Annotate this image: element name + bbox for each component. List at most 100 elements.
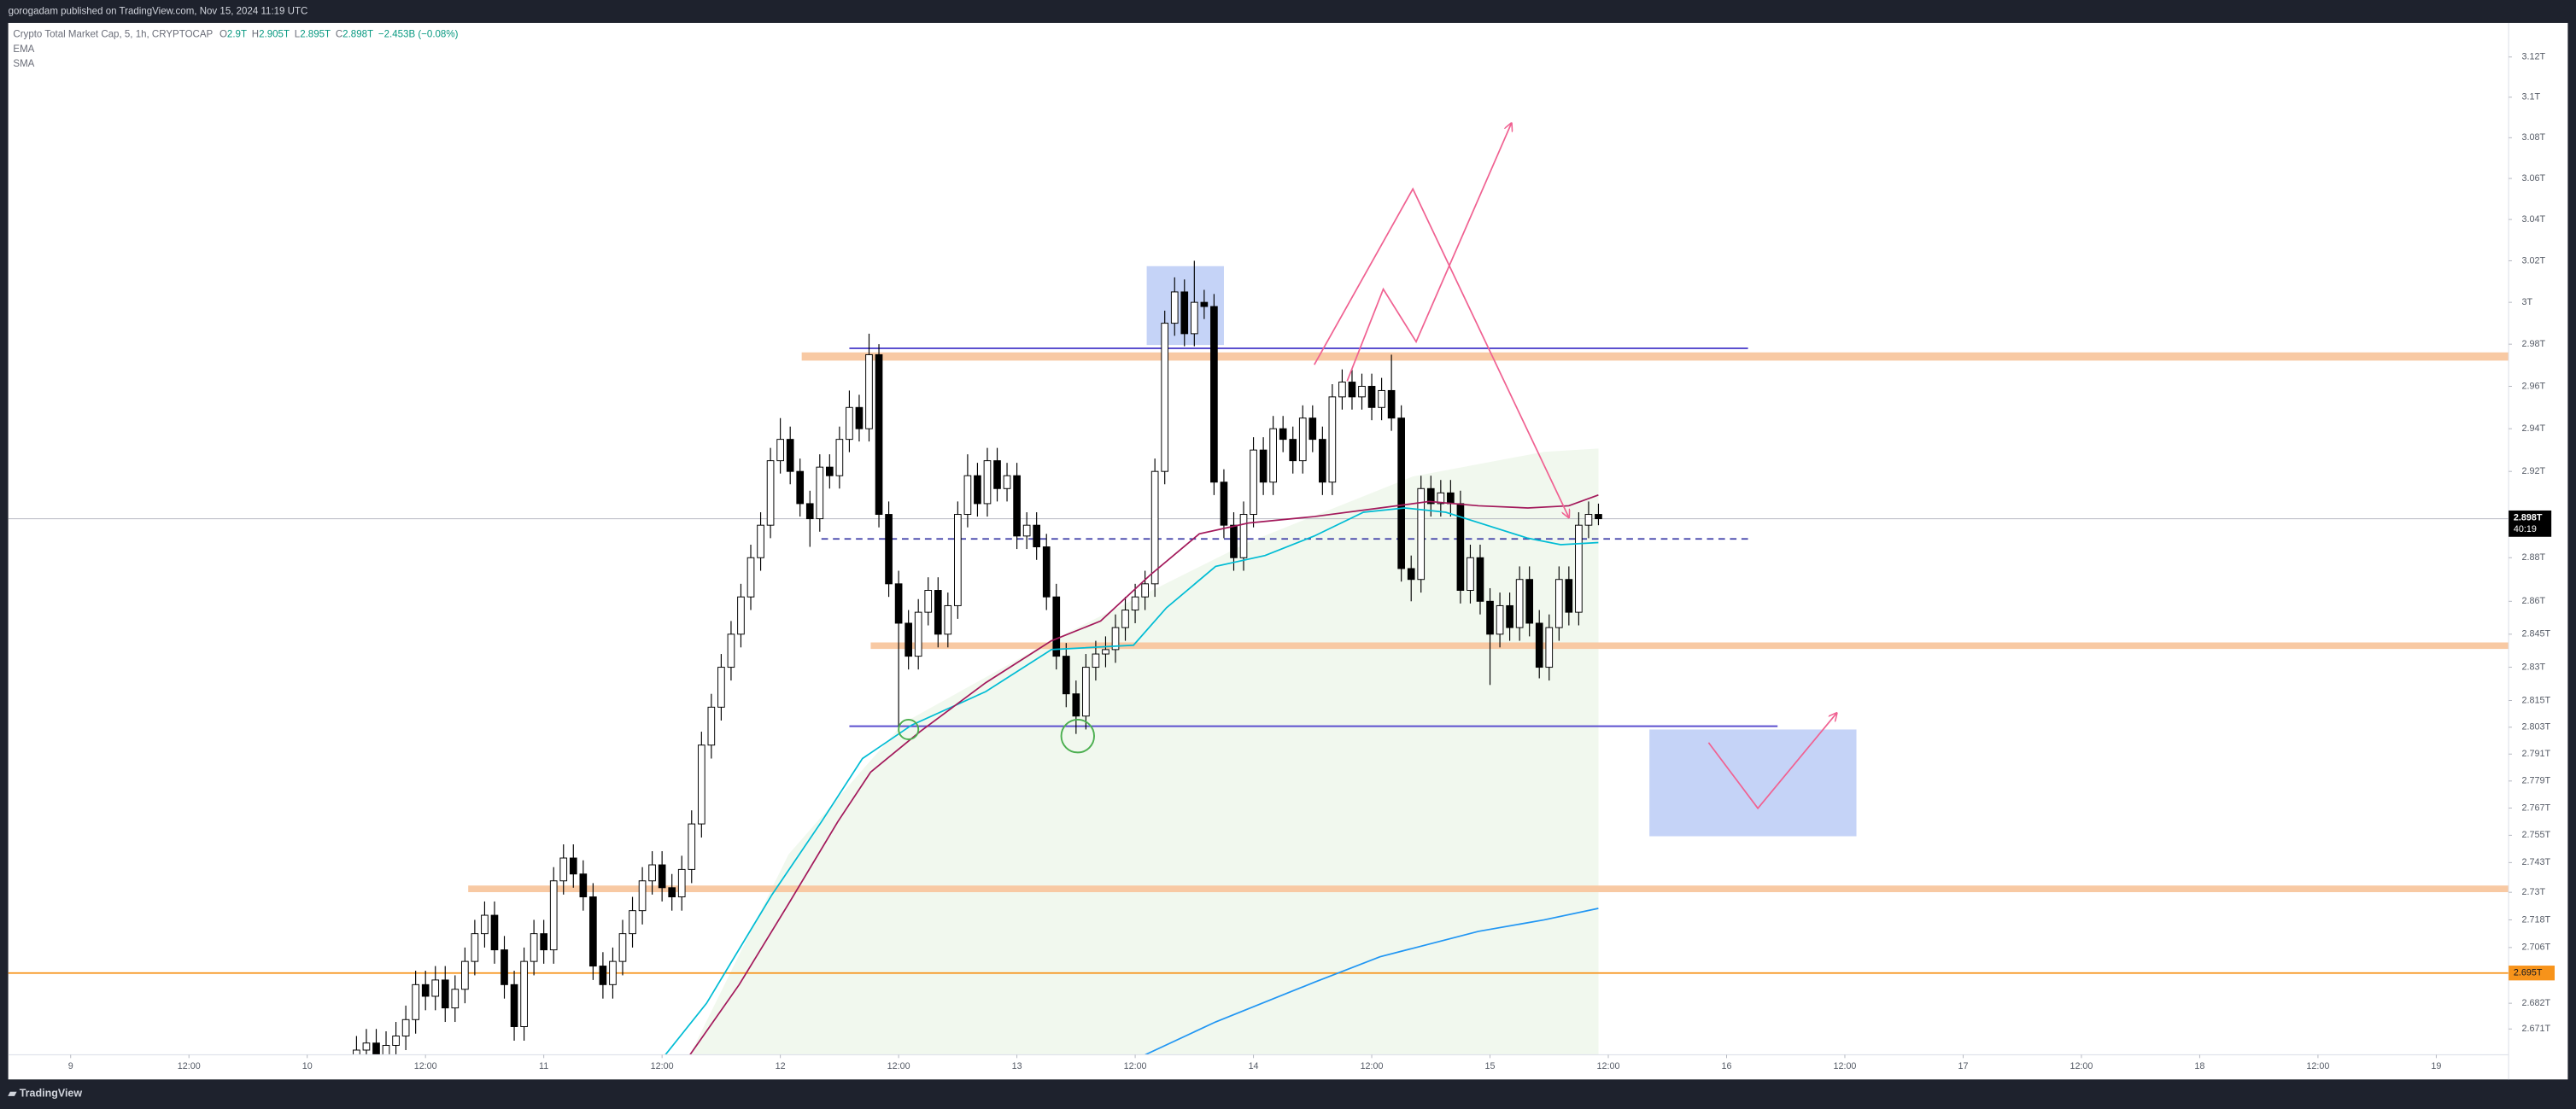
candle-body: [1496, 604, 1504, 635]
candle-body: [559, 857, 568, 882]
candle-body: [1239, 514, 1248, 558]
candle-body: [963, 475, 972, 516]
x-tick-label: 12:00: [1834, 1061, 1857, 1071]
y-tick-label: 2.86T: [2522, 596, 2546, 606]
x-tick-label: 15: [1485, 1061, 1496, 1071]
candle-body: [1565, 579, 1573, 613]
marker-circle: [898, 718, 920, 740]
candle-body: [1150, 470, 1159, 585]
candle-body: [1298, 417, 1307, 462]
candle-body: [609, 960, 617, 985]
legend-line: Crypto Total Market Cap, 5, 1h, CRYPTOCA…: [13, 29, 458, 39]
candle-body: [1220, 482, 1228, 526]
candle-body: [431, 979, 440, 997]
candle-body: [1022, 524, 1031, 537]
x-tick-label: 16: [1722, 1061, 1732, 1071]
projection-arrow: [1314, 187, 1569, 517]
candle-body: [875, 353, 883, 516]
y-tick-label: 2.743T: [2522, 857, 2551, 867]
candle-body: [737, 596, 745, 635]
candle-body: [412, 984, 419, 1020]
y-tick-label: 3T: [2522, 297, 2533, 307]
candle-body: [599, 966, 607, 985]
candle-body: [1131, 596, 1139, 611]
candle-body: [362, 1042, 371, 1051]
candle-body: [1092, 653, 1100, 668]
marker-circle: [1060, 718, 1095, 754]
candle-body: [1141, 583, 1149, 598]
candle-body: [1367, 386, 1376, 408]
ohlc-value: 2.898T: [342, 29, 373, 39]
candle-body: [589, 896, 597, 967]
x-tick-label: 12:00: [414, 1061, 437, 1071]
y-tick-label: 3.1T: [2522, 92, 2541, 102]
candle-body: [1447, 492, 1455, 505]
candle-body: [638, 880, 647, 912]
y-tick-label: 2.845T: [2522, 629, 2551, 639]
y-tick-label: 3.12T: [2522, 52, 2546, 62]
candle-body: [796, 470, 805, 505]
candle-body: [805, 503, 814, 520]
x-tick-label: 14: [1249, 1061, 1259, 1071]
candle-body: [549, 880, 558, 951]
candle-body: [1180, 291, 1189, 335]
candle-body: [816, 466, 824, 520]
candle-body: [1013, 475, 1021, 537]
candle-body: [1003, 475, 1011, 489]
x-tick-label: 19: [2431, 1061, 2441, 1071]
candle-body: [1575, 524, 1583, 613]
candle-body: [1230, 524, 1238, 558]
candle-body: [441, 979, 449, 1009]
candle-body: [1319, 439, 1326, 483]
candle-body: [688, 823, 696, 870]
x-tick-label: 18: [2194, 1061, 2204, 1071]
ohlc-label: L: [295, 29, 301, 39]
candle-body: [786, 439, 794, 472]
change-value: −2.453B (−0.08%): [378, 29, 459, 39]
y-tick-label: 2.682T: [2522, 998, 2551, 1008]
candle-body: [993, 460, 1001, 489]
annotations: [898, 123, 1836, 810]
candle-body: [846, 406, 853, 441]
candle-body: [1111, 627, 1120, 651]
indicator-line: [1145, 908, 1599, 1055]
y-tick-label: 2.88T: [2522, 552, 2546, 563]
candle-body: [983, 460, 992, 505]
candle-body: [530, 933, 538, 962]
x-tick-label: 13: [1012, 1061, 1022, 1071]
logo: ▰: [8, 1088, 18, 1100]
candle-body: [1308, 417, 1317, 441]
candle-body: [1062, 656, 1070, 695]
candle-body: [944, 604, 952, 635]
x-tick-label: 12:00: [2306, 1061, 2329, 1071]
footer-brand: ▰ TradingView: [8, 1088, 83, 1100]
candle-body: [1170, 291, 1179, 324]
y-tick-label: 2.83T: [2522, 662, 2546, 672]
candle-body: [1052, 596, 1061, 657]
symbol-title: Crypto Total Market Cap, 5, 1h, CRYPTOCA…: [13, 29, 213, 39]
y-tick-label: 2.791T: [2522, 749, 2551, 759]
candle-body: [894, 583, 903, 624]
candle-body: [1161, 323, 1169, 472]
ohlc-value: 2.895T: [300, 29, 331, 39]
candle-body: [1250, 449, 1257, 516]
x-tick-label: 12:00: [887, 1061, 910, 1071]
candle-body: [1426, 487, 1435, 505]
indicator-line: [664, 507, 1599, 1055]
candle-body: [914, 611, 922, 657]
candle-body: [353, 1049, 360, 1055]
candle-body: [372, 1042, 380, 1055]
y-tick-label: 2.803T: [2522, 722, 2551, 733]
candle-body: [618, 933, 627, 962]
x-tick-label: 12:00: [1597, 1061, 1620, 1071]
x-tick-label: 12:00: [178, 1061, 201, 1071]
candle-body: [1378, 389, 1385, 408]
candle-body: [1515, 579, 1524, 628]
candle-body: [629, 910, 636, 935]
candle-body: [727, 633, 735, 668]
candle-body: [954, 514, 962, 606]
candle-body: [825, 466, 834, 476]
legend-entry: SMA: [13, 59, 34, 69]
candle-body: [1269, 428, 1277, 483]
